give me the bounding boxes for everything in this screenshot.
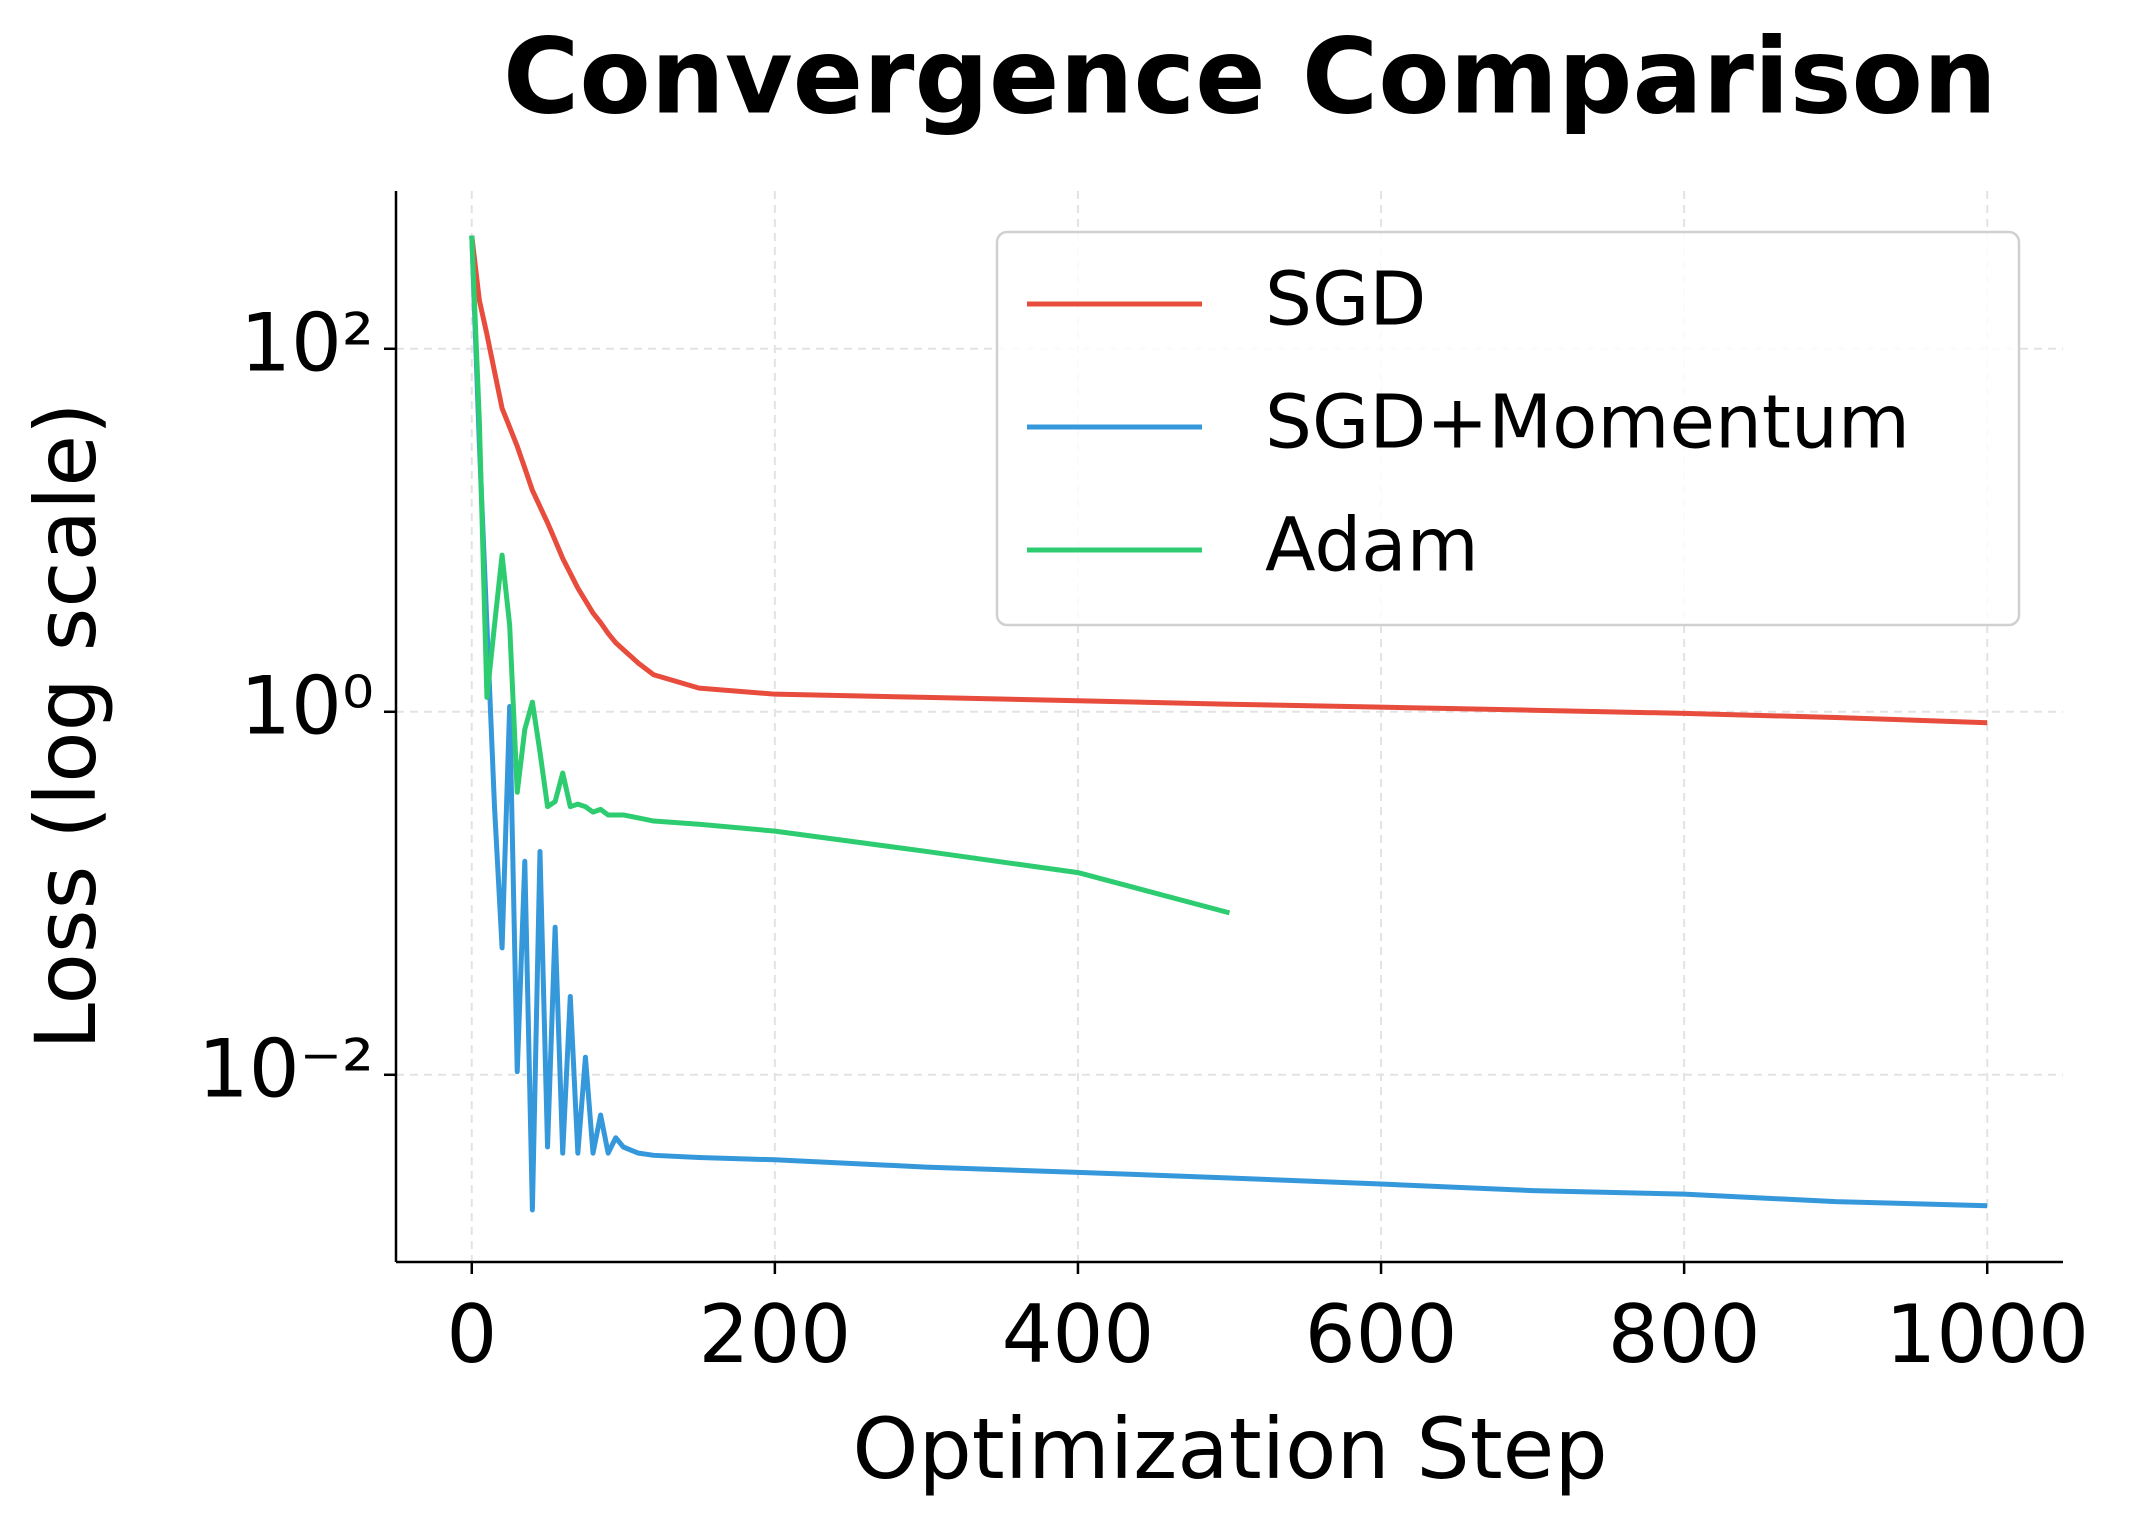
ticks: 0 200 400 600 800 1000 10⁻² 10⁰ 10² <box>198 297 2089 1381</box>
series-line <box>469 235 1988 726</box>
legend-label: SGD+Momentum <box>1265 380 1910 466</box>
lines <box>469 235 1988 1213</box>
x-tick-label: 800 <box>1608 1288 1761 1381</box>
x-tick-label: 600 <box>1305 1288 1458 1381</box>
x-tick-label: 0 <box>446 1288 497 1381</box>
legend: SGD SGD+Momentum Adam <box>995 230 2021 627</box>
x-tick-label: 200 <box>699 1288 852 1381</box>
x-tick-label: 1000 <box>1885 1288 2089 1381</box>
legend-label: Adam <box>1265 503 1479 589</box>
x-axis-label: Optimization Step <box>852 1400 1607 1498</box>
legend-box <box>995 230 2021 627</box>
y-axis-label: Loss (log scale) <box>17 402 115 1050</box>
series-line <box>469 235 1231 916</box>
x-tick-label: 400 <box>1002 1288 1155 1381</box>
legend-label: SGD <box>1265 257 1426 343</box>
y-tick-label: 10⁻² <box>198 1023 374 1116</box>
chart-title: Convergence Comparison <box>503 15 1997 137</box>
y-tick-label: 10⁰ <box>240 660 374 753</box>
series-line <box>469 235 1988 1213</box>
y-tick-label: 10² <box>240 297 374 390</box>
